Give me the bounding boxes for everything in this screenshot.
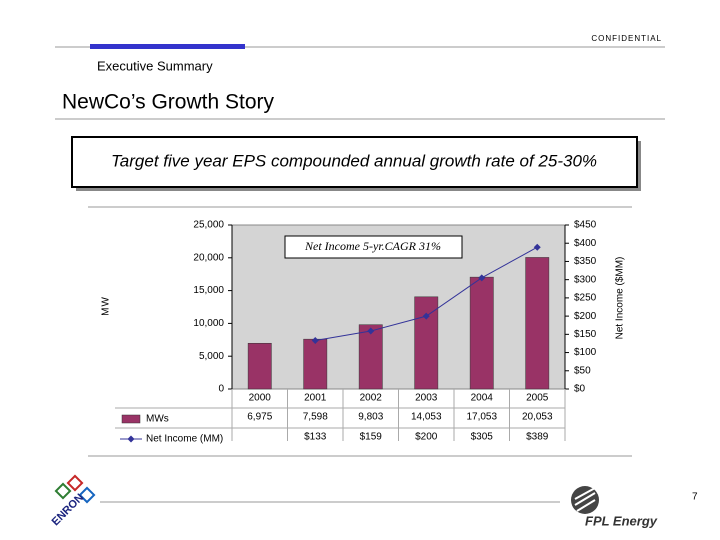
table-value: $389 [526, 432, 549, 443]
legend-key-marker [127, 435, 135, 443]
table-value: $133 [304, 432, 327, 443]
x-tick-label: 2001 [304, 393, 327, 404]
bar [525, 257, 550, 390]
table-value: $159 [360, 432, 383, 443]
callout-text: Target five year EPS compounded annual g… [111, 151, 597, 170]
annotation-box [284, 235, 463, 259]
y2-tick-label: $100 [574, 347, 597, 358]
enron-logo: ENRON [50, 474, 96, 529]
table-value: 6,975 [247, 412, 272, 423]
line-marker [311, 337, 319, 345]
bar [247, 342, 272, 390]
line-marker [533, 243, 541, 251]
y-tick-label: 25,000 [193, 220, 224, 231]
y-tick-label: 10,000 [193, 318, 224, 329]
chart: 0 5,000 10,000 15,000 20,000 25,000 $0 $50 $100 $… [101, 220, 626, 445]
table-value: 17,053 [466, 412, 497, 423]
logo-text: ENRON [50, 492, 87, 529]
section-label: Executive Summary [97, 58, 213, 73]
table-value: 9,803 [358, 412, 383, 423]
y-tick-label: 0 [218, 384, 224, 395]
y2-axis-label: Net Income ($MM) [615, 257, 626, 340]
fpl-logo: FPL Energy [571, 486, 658, 528]
bar [358, 324, 383, 390]
line-marker [422, 312, 430, 320]
logo-shape [66, 474, 84, 492]
table-value: 20,053 [522, 412, 553, 423]
y-tick-label: 5,000 [199, 351, 224, 362]
y-tick-label: 20,000 [193, 252, 224, 263]
x-tick-label: 2003 [415, 393, 438, 404]
x-tick-label: 2000 [249, 393, 272, 404]
annotation: Net Income 5-yr.CAGR 31% [304, 239, 441, 253]
x-tick-label: 2004 [471, 393, 494, 404]
header-accent [90, 44, 245, 49]
y2-tick-label: $200 [574, 311, 597, 322]
y2-tick-label: $300 [574, 274, 597, 285]
logo-shape [78, 486, 96, 504]
logo-shape [574, 487, 596, 512]
y2-tick-label: $0 [574, 384, 586, 395]
page-number: 7 [692, 492, 698, 503]
y2-tick-label: $50 [574, 365, 591, 376]
x-tick-label: 2005 [526, 393, 549, 404]
y2-tick-label: $350 [574, 256, 597, 267]
bar [414, 296, 439, 390]
y2-tick-label: $150 [574, 329, 597, 340]
table-value: 14,053 [411, 412, 442, 423]
legend-label: Net Income (MM) [146, 434, 223, 445]
legend-label: MWs [146, 414, 169, 425]
line-marker [478, 274, 486, 282]
bar [469, 276, 494, 390]
y2-tick-label: $450 [574, 220, 597, 231]
logo-shape [54, 482, 72, 500]
line-marker [367, 327, 375, 335]
table-value: $305 [471, 432, 494, 443]
y-axis-label: MW [101, 296, 112, 316]
callout-box [71, 136, 638, 188]
bar [303, 338, 328, 390]
legend-key [121, 414, 141, 424]
y2-tick-label: $250 [574, 293, 597, 304]
table-value: $200 [415, 432, 438, 443]
logo-text: FPL Energy [585, 513, 658, 528]
y-tick-label: 15,000 [193, 285, 224, 296]
x-tick-label: 2002 [360, 393, 383, 404]
y2-tick-label: $400 [574, 238, 597, 249]
confidential: CONFIDENTIAL [591, 34, 662, 43]
slide-title: NewCo’s Growth Story [62, 91, 275, 114]
table-value: 7,598 [303, 412, 328, 423]
